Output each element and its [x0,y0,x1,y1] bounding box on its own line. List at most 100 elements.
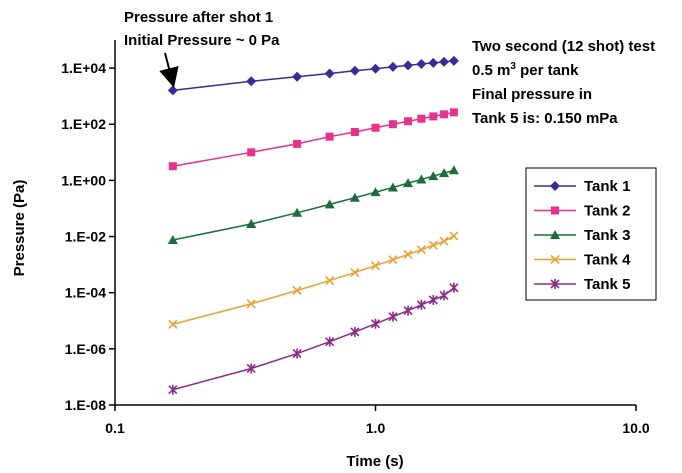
shot1-annotation: Pressure after shot 1 Initial Pressure ~… [124,9,280,88]
y-tick-label: 1.E-02 [65,229,106,245]
data-point-tank-3 [324,199,335,209]
data-point-tank-1 [416,58,427,69]
x-tick-label: 0.1 [105,420,125,436]
data-point-tank-1 [370,63,381,74]
data-point-tank-3 [428,171,439,181]
y-tick-label: 1.E+00 [61,172,106,188]
data-point-tank-3 [439,168,450,178]
legend-item-tank-5: Tank 5 [534,276,630,293]
series-tank-4 [168,231,459,329]
series-line-tank-5 [172,287,455,391]
data-point-tank-2 [247,148,256,157]
data-point-tank-1 [324,68,335,79]
data-point-tank-3 [448,165,459,175]
annotation-arrow [159,52,179,88]
data-point-tank-2 [417,114,426,123]
data-point-tank-4 [416,245,426,255]
legend-item-tank-2: Tank 2 [534,203,630,220]
legend-item-tank-1: Tank 1 [534,178,630,195]
series-tank-1 [167,55,459,96]
series-line-tank-3 [172,169,455,241]
legend-label: Tank 3 [584,227,630,244]
y-tick-label: 1.E-06 [65,341,106,357]
data-point-tank-5 [403,305,413,316]
series-line-tank-4 [172,235,455,326]
test-info-annotation: Two second (12 shot) test 0.5 m3 per tan… [472,38,655,127]
data-point-tank-5 [416,299,426,310]
y-tick-label: 1.E+04 [61,60,106,76]
data-point-tank-2 [325,132,334,141]
data-point-tank-5 [350,326,360,337]
annotation-initial-pressure: Initial Pressure ~ 0 Pa [124,32,280,49]
y-tick-label: 1.E-08 [65,397,106,413]
legend-label: Tank 5 [584,276,630,293]
y-axis-label: Pressure (Pa) [11,180,28,277]
series-tank-3 [167,165,459,245]
annotation-test-duration: Two second (12 shot) test [472,38,655,55]
data-point-tank-5 [325,336,335,347]
data-point-tank-1 [349,65,360,76]
data-point-tank-5 [388,311,398,322]
data-point-tank-3 [370,187,381,197]
data-point-tank-3 [292,207,303,217]
data-point-tank-5 [428,294,438,305]
annotation-pressure-after-shot: Pressure after shot 1 [124,9,273,26]
data-point-tank-4 [350,268,360,278]
series-layer [167,55,459,395]
data-point-tank-2 [371,123,380,132]
legend-marker [550,279,560,289]
data-point-tank-3 [246,218,257,228]
data-point-tank-4 [292,285,302,296]
data-point-tank-2 [440,110,449,119]
data-point-tank-4 [325,276,335,286]
x-tick-group: 0.1 1.0 10.0 [105,405,650,436]
legend-marker [550,230,560,239]
y-tick-group: 1.E-08 1.E-06 1.E-04 1.E-02 1.E+00 1.E+02 1.E+… [61,60,115,413]
annotation-tank5-value: Tank 5 is: 0.150 mPa [472,110,618,127]
annotation-tank-volume: 0.5 m3 per tank [472,61,579,79]
data-point-tank-1 [246,76,257,87]
data-point-tank-4 [403,249,413,260]
data-point-tank-3 [403,178,414,188]
data-point-tank-2 [293,139,302,148]
legend-marker [550,254,560,265]
data-point-tank-4 [370,261,381,271]
data-point-tank-5 [292,348,302,359]
data-point-tank-3 [416,174,427,184]
data-point-tank-1 [448,55,459,66]
legend-label: Tank 4 [584,252,631,269]
series-tank-2 [168,108,458,171]
data-point-tank-1 [167,85,178,96]
data-point-tank-3 [387,182,398,192]
data-point-tank-2 [404,117,413,126]
legend-item-tank-3: Tank 3 [534,227,630,244]
legend-box [525,167,657,301]
annotation-final-pressure: Final pressure in [472,86,592,103]
data-point-tank-1 [428,57,439,68]
x-tick-label: 10.0 [622,420,649,436]
y-tick-label: 1.E+02 [61,116,106,132]
legend-marker [550,181,560,191]
data-point-tank-2 [429,112,438,121]
legend-label: Tank 2 [584,203,630,220]
x-axis-label: Time (s) [346,453,403,470]
data-point-tank-4 [168,319,178,329]
data-point-tank-3 [349,192,360,202]
data-point-tank-5 [439,290,449,301]
data-point-tank-1 [292,71,303,82]
data-point-tank-4 [246,299,256,309]
data-point-tank-2 [388,120,397,129]
series-tank-5 [168,282,459,395]
data-point-tank-5 [168,384,178,395]
data-point-tank-1 [403,60,414,71]
legend: Tank 1 Tank 2 Tank 3 Tank 4 Tank 5 [525,167,657,301]
data-point-tank-4 [439,236,449,246]
data-point-tank-4 [388,255,398,265]
legend-label: Tank 1 [584,178,630,195]
data-point-tank-4 [449,231,459,241]
legend-marker [551,206,559,215]
data-point-tank-5 [370,318,381,329]
data-point-tank-1 [387,61,398,72]
data-point-tank-2 [449,108,458,117]
